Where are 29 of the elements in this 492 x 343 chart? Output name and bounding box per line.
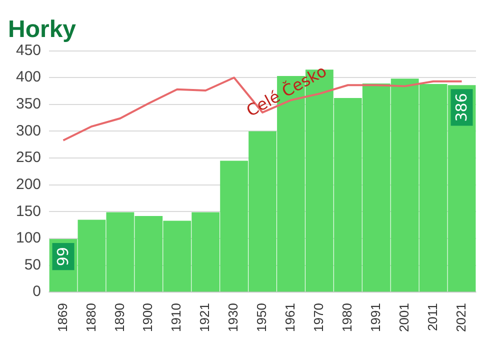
x-tick-label: 1900 — [140, 303, 156, 332]
y-tick-label: 300 — [16, 122, 42, 140]
x-tick-label: 1890 — [112, 303, 127, 332]
data-label: 386 — [452, 93, 471, 122]
x-tick-label: 1921 — [197, 303, 212, 332]
x-tick-label: 1910 — [168, 303, 184, 332]
y-tick-label: 100 — [16, 230, 42, 247]
x-tick-label: 1869 — [54, 303, 70, 332]
x-tick-label: 1991 — [368, 303, 383, 332]
y-tick-label: 200 — [16, 176, 42, 193]
x-tick-label: 1970 — [311, 303, 326, 332]
y-tick-label: 250 — [16, 149, 42, 166]
x-tick-label: 1930 — [226, 303, 241, 332]
x-tick-label: 1961 — [282, 303, 298, 332]
y-tick-label: 400 — [16, 68, 42, 86]
x-tick-label: 1880 — [83, 303, 98, 332]
y-tick-label: 350 — [16, 96, 42, 113]
x-tick-label: 2021 — [453, 303, 468, 332]
text: Celé Česko — [243, 61, 330, 120]
y-tick-label: 450 — [16, 42, 42, 59]
chart-title: Horky — [8, 16, 77, 44]
y-tick-label: 150 — [16, 202, 42, 220]
x-tick-label: 2001 — [396, 303, 412, 332]
y-tick-label: 0 — [32, 283, 42, 300]
x-tick-label: 1950 — [254, 303, 270, 332]
x-tick-label: 2011 — [424, 303, 440, 332]
y-tick-label: 50 — [24, 256, 42, 274]
x-tick-label: 1980 — [339, 303, 354, 332]
data-label: 99 — [54, 246, 72, 266]
